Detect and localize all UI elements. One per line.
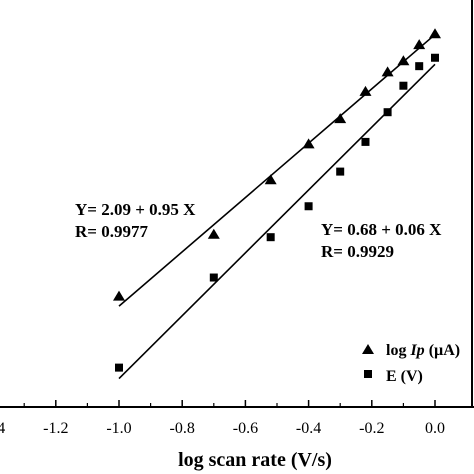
data-point-ip <box>302 138 315 149</box>
fit-line-ip <box>118 33 436 307</box>
data-point-e <box>336 167 345 176</box>
data-point-e <box>361 137 370 146</box>
plot-lines <box>118 33 436 380</box>
x-tick-label: -0.6 <box>233 420 258 437</box>
fit-r-e: R= 0.9929 <box>321 242 394 261</box>
data-point-ip <box>413 39 426 50</box>
data-point-e <box>115 363 123 372</box>
fit-line-e <box>118 63 436 380</box>
fit-equation-e: Y= 0.68 + 0.06 X <box>321 220 442 239</box>
data-point-e <box>415 62 424 71</box>
legend-label-ip-italic: Ip <box>409 342 424 359</box>
legend-label-ip-prefix: log <box>386 342 410 359</box>
legend: log Ip (µA) E (V) <box>362 342 460 385</box>
data-point-e <box>431 53 439 62</box>
x-tick-label: -1.2 <box>43 420 68 437</box>
data-point-e <box>383 108 392 117</box>
legend-label-e: E (V) <box>386 368 423 385</box>
data-point-ip <box>264 174 277 185</box>
data-point-ip <box>207 228 220 239</box>
legend-label-ip: log Ip (µA) <box>386 342 460 359</box>
x-tick-label: -0.4 <box>296 420 321 437</box>
x-tick-label: -1.0 <box>106 420 131 437</box>
legend-marker-triangle <box>362 344 374 354</box>
data-point-ip <box>381 66 394 77</box>
data-point-ip <box>334 113 347 124</box>
data-point-ip <box>359 85 372 96</box>
data-point-e <box>304 202 313 211</box>
data-point-ip <box>397 55 410 66</box>
data-point-ip <box>113 290 125 301</box>
fit-r-ip: R= 0.9977 <box>75 222 148 241</box>
data-point-ip <box>429 28 441 39</box>
data-point-e <box>209 273 218 282</box>
legend-label-ip-suffix: (µA) <box>425 342 460 359</box>
legend-marker-square <box>364 370 372 378</box>
x-tick-label: 0.0 <box>425 420 445 437</box>
x-tick-label: -1.4 <box>0 420 5 437</box>
x-ticks: -1.4 -1.2 -1.0 -0.8 -0.6 -0.4 -0.2 0.0 <box>0 400 445 437</box>
data-point-e <box>266 233 275 242</box>
fit-equation-ip: Y= 2.09 + 0.95 X <box>75 200 196 219</box>
plot-markers <box>113 28 441 372</box>
data-point-e <box>399 81 408 90</box>
x-tick-label: -0.8 <box>170 420 195 437</box>
x-axis-label: log scan rate (V/s) <box>178 449 332 471</box>
x-tick-label: -0.2 <box>359 420 384 437</box>
